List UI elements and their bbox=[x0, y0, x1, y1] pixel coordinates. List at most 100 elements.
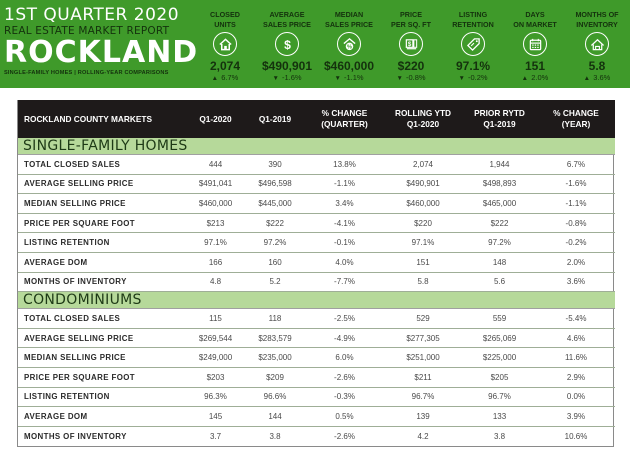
kpi-label: LISTING RETENTION bbox=[452, 10, 494, 29]
trend-down-icon: ▼ bbox=[396, 75, 403, 82]
cell-prior-rytd: 96.7% bbox=[462, 387, 537, 408]
cell-change-quarter: 4.0% bbox=[305, 252, 384, 273]
cell-change-quarter: -4.1% bbox=[305, 213, 384, 234]
table-row: LISTING RETENTION 96.3% 96.6% -0.3% 96.7% 96.… bbox=[18, 387, 615, 408]
cell-q1-2019: $445,000 bbox=[245, 193, 305, 214]
cell-rolling-ytd: 5.8 bbox=[384, 272, 462, 293]
kpi-price-per-sqft: PRICE PER SQ. FT $ $220 ▼ -0.8% bbox=[380, 0, 442, 88]
table-row: AVERAGE SELLING PRICE $269,544 $283,579 -4.… bbox=[18, 328, 615, 349]
cell-change-year: 10.6% bbox=[564, 431, 588, 441]
cell-q1-2019: 5.2 bbox=[245, 272, 305, 293]
cell-change-year: 3.9% bbox=[537, 406, 615, 427]
section-title: CONDOMINIUMS bbox=[18, 291, 615, 310]
cell-change-year: 0.0% bbox=[537, 387, 615, 408]
report-subtitle: REAL ESTATE MARKET REPORT bbox=[4, 25, 170, 37]
cell-q1-2019: $222 bbox=[245, 213, 305, 234]
kpi-strip: CLOSED UNITS 2,074 ▲ 6.7% AVERAGE SALES PR… bbox=[194, 0, 630, 88]
cell-prior-rytd: $222 bbox=[462, 213, 537, 234]
svg-text:$: $ bbox=[407, 41, 411, 48]
house-icon bbox=[213, 32, 237, 56]
cell-q1-2019: 96.6% bbox=[245, 387, 305, 408]
cell-change-year: -0.2% bbox=[537, 232, 615, 253]
cell-q1-2020: $269,544 bbox=[186, 328, 245, 349]
kpi-value: $220 bbox=[397, 59, 425, 73]
cell-q1-2020: $491,041 bbox=[186, 174, 245, 195]
cell-prior-rytd: 1,944 bbox=[462, 154, 537, 175]
cell-change-year: 6.7% bbox=[537, 154, 615, 175]
table-row: AVERAGE SELLING PRICE $491,041 $496,598 -1.… bbox=[18, 174, 615, 195]
cell-metric: PRICE PER SQUARE FOOT bbox=[18, 213, 186, 234]
cell-rolling-ytd: 97.1% bbox=[384, 232, 462, 253]
trend-down-icon: ▼ bbox=[334, 75, 341, 82]
kpi-closed-units: CLOSED UNITS 2,074 ▲ 6.7% bbox=[194, 0, 256, 88]
cell-q1-2020: 444 bbox=[186, 154, 245, 175]
kpi-value: $490,901 bbox=[261, 59, 313, 73]
kpi-listing-retention: LISTING RETENTION 97.1% ▼ -0.2% bbox=[442, 0, 504, 88]
cell-q1-2020: 4.8 bbox=[186, 272, 245, 293]
report-banner: 1ST QUARTER 2020 REAL ESTATE MARKET REPO… bbox=[0, 0, 630, 88]
cell-metric: AVERAGE SELLING PRICE bbox=[18, 328, 186, 349]
cell-change-year: -5.4% bbox=[537, 308, 615, 329]
table-body: SINGLE-FAMILY HOMES TOTAL CLOSED SALES 444… bbox=[18, 138, 615, 446]
cell-change-quarter: -1.1% bbox=[305, 174, 384, 195]
section-header-row: SINGLE-FAMILY HOMES bbox=[18, 138, 615, 155]
cell-prior-rytd: $498,893 bbox=[462, 174, 537, 195]
cell-change-year: 4.6% bbox=[537, 328, 615, 349]
section-header-row: CONDOMINIUMS bbox=[18, 291, 615, 310]
column-header-q1-2019: Q1-2019 bbox=[245, 100, 305, 138]
kpi-label: CLOSED UNITS bbox=[210, 10, 240, 29]
cell-prior-rytd: 97.2% bbox=[462, 232, 537, 253]
cell-metric: AVERAGE SELLING PRICE bbox=[18, 174, 186, 195]
column-header-market: ROCKLAND COUNTY MARKETS bbox=[18, 100, 186, 138]
column-header-rolling-ytd: ROLLING YTD Q1-2020 bbox=[384, 100, 462, 138]
table-row: PRICE PER SQUARE FOOT $203 $209 -2.6% $211 $2… bbox=[18, 367, 615, 388]
cell-change-year: 2.0% bbox=[537, 252, 615, 273]
kpi-change: ▲ 3.6% bbox=[583, 73, 611, 82]
cell-metric: MONTHS OF INVENTORY bbox=[24, 431, 127, 441]
report-scope: SINGLE-FAMILY HOMES | ROLLING-YEAR COMPA… bbox=[4, 70, 169, 76]
cell-metric: PRICE PER SQUARE FOOT bbox=[18, 367, 186, 388]
trend-up-icon: ▲ bbox=[583, 75, 591, 82]
cell-change-year: 2.9% bbox=[537, 367, 615, 388]
cell-q1-2020: 115 bbox=[186, 308, 245, 329]
cell-q1-2019: 390 bbox=[245, 154, 305, 175]
svg-text:$: $ bbox=[284, 38, 291, 52]
cell-q1-2019: 160 bbox=[245, 252, 305, 273]
cell-q1-2020: 166 bbox=[186, 252, 245, 273]
cell-q1-2019: $209 bbox=[245, 367, 305, 388]
cell-prior-rytd: $205 bbox=[462, 367, 537, 388]
cell-rolling-ytd: 2,074 bbox=[384, 154, 462, 175]
column-header-prior-rytd: PRIOR RYTD Q1-2019 bbox=[462, 100, 537, 138]
cell-metric: LISTING RETENTION bbox=[18, 232, 186, 253]
table-row: AVERAGE DOM 166 160 4.0% 151 148 2.0% bbox=[18, 252, 615, 273]
cell-q1-2020: $249,000 bbox=[186, 347, 245, 368]
cell-change-year: -1.6% bbox=[537, 174, 615, 195]
table-row: MEDIAN SELLING PRICE $249,000 $235,000 6.0%… bbox=[18, 347, 615, 368]
cell-q1-2020: 96.3% bbox=[186, 387, 245, 408]
cell-rolling-ytd: 529 bbox=[384, 308, 462, 329]
kpi-label: PRICE PER SQ. FT bbox=[391, 10, 431, 29]
kpi-change: ▼ -0.2% bbox=[458, 73, 488, 82]
cell-change-year: -0.8% bbox=[537, 213, 615, 234]
trend-up-icon: ▲ bbox=[211, 75, 219, 82]
kpi-value: 97.1% bbox=[455, 59, 491, 73]
trend-up-icon: ▲ bbox=[521, 75, 529, 82]
cell-rolling-ytd: $211 bbox=[384, 367, 462, 388]
cell-change-quarter: 6.0% bbox=[305, 347, 384, 368]
dollar-icon: $ bbox=[275, 32, 299, 56]
cell-change-quarter: 0.5% bbox=[305, 406, 384, 427]
cell-metric: MEDIAN SELLING PRICE bbox=[18, 193, 186, 214]
kpi-label: DAYS ON MARKET bbox=[513, 10, 557, 29]
column-header-change-quarter: % CHANGE (QUARTER) bbox=[305, 100, 384, 138]
cell-change-quarter: -2.5% bbox=[305, 308, 384, 329]
cell-metric: MONTHS OF INVENTORY bbox=[18, 272, 186, 293]
cell-change-quarter: -4.9% bbox=[305, 328, 384, 349]
kpi-days-on-market: DAYS ON MARKET 151 ▲ 2.0% bbox=[504, 0, 566, 88]
kpi-change: ▲ 2.0% bbox=[521, 73, 549, 82]
market-table: ROCKLAND COUNTY MARKETS Q1-2020 Q1-2019 … bbox=[17, 100, 615, 447]
cell-prior-rytd: 148 bbox=[462, 252, 537, 273]
cell-prior-rytd: $465,000 bbox=[462, 193, 537, 214]
cell-rolling-ytd: $460,000 bbox=[384, 193, 462, 214]
kpi-change: ▼ -0.8% bbox=[396, 73, 426, 82]
kpi-value: $460,000 bbox=[323, 59, 375, 73]
